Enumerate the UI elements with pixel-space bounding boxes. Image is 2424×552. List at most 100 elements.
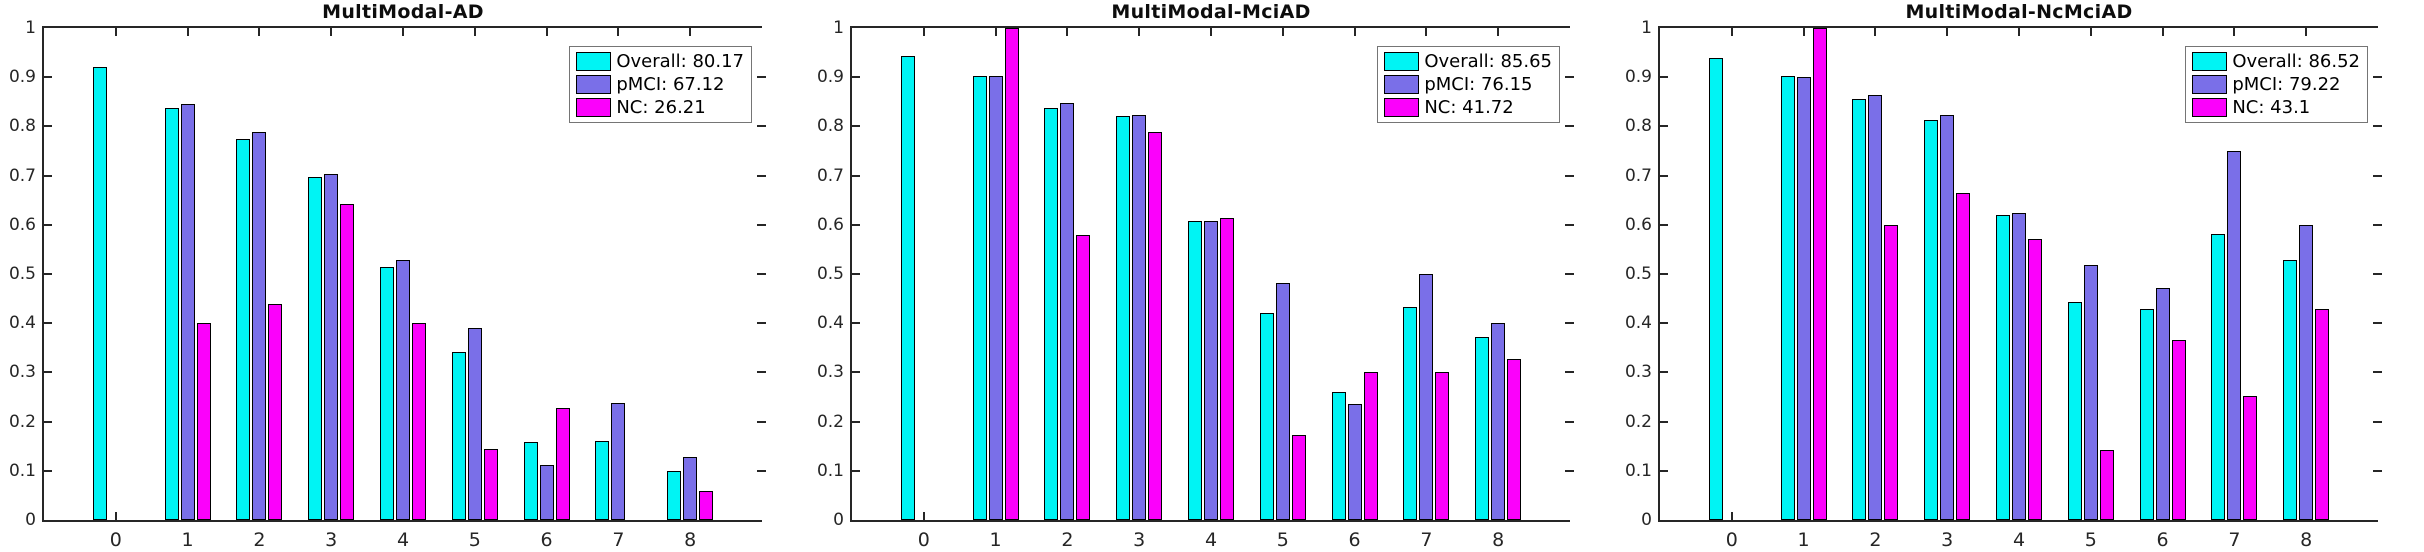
right-axis-tick — [757, 322, 766, 325]
bar-overall — [1188, 220, 1202, 520]
x-axis-tick-top — [114, 28, 117, 36]
x-axis-tick-label: 8 — [1492, 529, 1505, 551]
bar-overall — [1044, 107, 1059, 520]
bar-overall — [1116, 116, 1131, 520]
right-axis-tick — [1565, 273, 1574, 275]
y-axis-tick-label: 0.9 — [8, 67, 36, 88]
right-axis-tick — [2373, 371, 2382, 374]
y-axis-tick-label: 0.1 — [1624, 460, 1652, 481]
y-axis-tick — [1660, 223, 1668, 226]
x-axis-tick — [1730, 512, 1733, 520]
legend: Overall: 85.65 pMCI: 76.15 NC: 41.72 — [1377, 46, 1560, 123]
right-axis-tick — [2373, 322, 2382, 325]
chart-title: MultiModal-AD — [322, 1, 484, 23]
legend-swatch-pmci — [2192, 75, 2228, 94]
right-axis-tick — [757, 76, 766, 79]
y-axis-tick-label: 0.1 — [816, 460, 844, 481]
y-axis-tick — [44, 174, 52, 177]
x-axis-tick-label: 4 — [396, 529, 410, 551]
y-axis-tick — [852, 322, 860, 325]
right-axis-tick — [1565, 174, 1574, 177]
bar-pmci — [2012, 212, 2026, 520]
x-axis-tick-label: 8 — [684, 529, 697, 551]
y-axis-tick-label: 0.5 — [816, 264, 844, 284]
x-axis-tick-label: 6 — [540, 529, 553, 551]
legend: Overall: 86.52 pMCI: 79.22 NC: 43.1 — [2185, 46, 2368, 123]
bar-pmci — [2083, 265, 2098, 520]
bar-pmci — [611, 403, 626, 520]
legend-label-pmci: pMCI: 79.22 — [2232, 74, 2341, 95]
bar-pmci — [683, 456, 698, 520]
bar-pmci — [1868, 94, 1883, 520]
y-axis-tick — [1660, 371, 1668, 374]
legend-swatch-pmci — [576, 75, 612, 94]
x-axis-tick-label: 6 — [2156, 529, 2169, 551]
legend: Overall: 80.17 pMCI: 67.12 NC: 26.21 — [569, 46, 752, 123]
bar-pmci — [2299, 224, 2314, 520]
bar-overall — [523, 442, 538, 520]
legend-item-nc: NC: 43.1 — [2192, 98, 2360, 117]
bar-nc — [196, 323, 211, 520]
y-axis-tick-label: 0.7 — [8, 165, 36, 186]
bar-nc — [340, 203, 355, 520]
x-axis-tick-top — [1281, 28, 1284, 36]
x-axis-tick-top — [402, 28, 404, 36]
bar-overall — [451, 351, 466, 520]
right-axis-tick — [2373, 420, 2382, 423]
y-axis-tick-label: 0.6 — [816, 214, 844, 235]
right-axis-tick — [757, 469, 766, 472]
bar-overall — [164, 107, 179, 520]
bar-nc — [1956, 192, 1971, 520]
bar-pmci — [1491, 323, 1506, 520]
bar-overall — [308, 176, 323, 520]
x-axis-tick-top — [1497, 28, 1500, 36]
bar-overall — [972, 76, 987, 520]
x-axis-tick-label: 8 — [2300, 529, 2313, 551]
legend-swatch-overall — [2192, 52, 2228, 71]
bar-pmci — [988, 76, 1003, 520]
right-axis-tick — [2373, 469, 2382, 472]
bar-nc — [2099, 449, 2114, 520]
x-axis-tick-label: 4 — [1204, 529, 1218, 551]
bar-pmci — [1275, 283, 1290, 520]
x-axis-tick-top — [545, 28, 548, 36]
y-axis-tick — [44, 371, 52, 374]
bar-nc — [1220, 217, 1234, 520]
y-axis-tick-label: 0.1 — [8, 460, 36, 481]
bar-pmci — [1419, 274, 1434, 520]
bar-overall — [2139, 309, 2154, 520]
plot-area: 0 0.1 0.2 0.3 0.4 0.5 0.6 0.7 0.8 0.9 1 0 1 2 3 4 5 6 7 8 — [817, 18, 1574, 551]
legend-swatch-overall — [1384, 52, 1420, 71]
bar-pmci — [2227, 151, 2242, 520]
x-axis-tick-top — [330, 28, 333, 36]
bar-nc — [1004, 28, 1019, 520]
y-axis-tick-label: 0.2 — [1624, 411, 1652, 432]
y-axis-tick — [1660, 76, 1668, 79]
bar-pmci — [1347, 404, 1362, 520]
bar-overall — [2283, 260, 2298, 520]
bar-overall — [236, 138, 251, 520]
legend-item-overall: Overall: 86.52 — [2192, 52, 2360, 71]
y-axis-tick-label: 1 — [833, 18, 844, 38]
bar-pmci — [180, 104, 195, 520]
right-axis-tick — [757, 223, 766, 226]
x-axis-tick-top — [1425, 28, 1428, 36]
x-axis-tick-top — [1066, 28, 1069, 36]
chart-title: MultiModal-NcMciAD — [1905, 1, 2133, 23]
right-axis-tick — [2373, 273, 2382, 275]
y-axis-tick-label: 1 — [1641, 18, 1652, 38]
y-axis-tick-label: 0.6 — [8, 214, 36, 235]
y-axis-tick — [852, 420, 860, 423]
legend-item-overall: Overall: 85.65 — [1384, 52, 1552, 71]
right-axis-tick — [2373, 125, 2382, 128]
plot-area: 0 0.1 0.2 0.3 0.4 0.5 0.6 0.7 0.8 0.9 1 0 1 2 3 4 5 6 7 8 — [1625, 18, 2382, 551]
y-axis-tick — [44, 322, 52, 325]
y-axis-tick — [852, 371, 860, 374]
bar-nc — [268, 303, 283, 520]
y-axis-tick-label: 0.5 — [8, 264, 36, 284]
x-axis-tick-top — [186, 28, 189, 36]
bar-overall — [667, 470, 682, 520]
x-axis-tick-label: 1 — [1797, 529, 1810, 551]
x-axis-tick-top — [1138, 28, 1141, 36]
